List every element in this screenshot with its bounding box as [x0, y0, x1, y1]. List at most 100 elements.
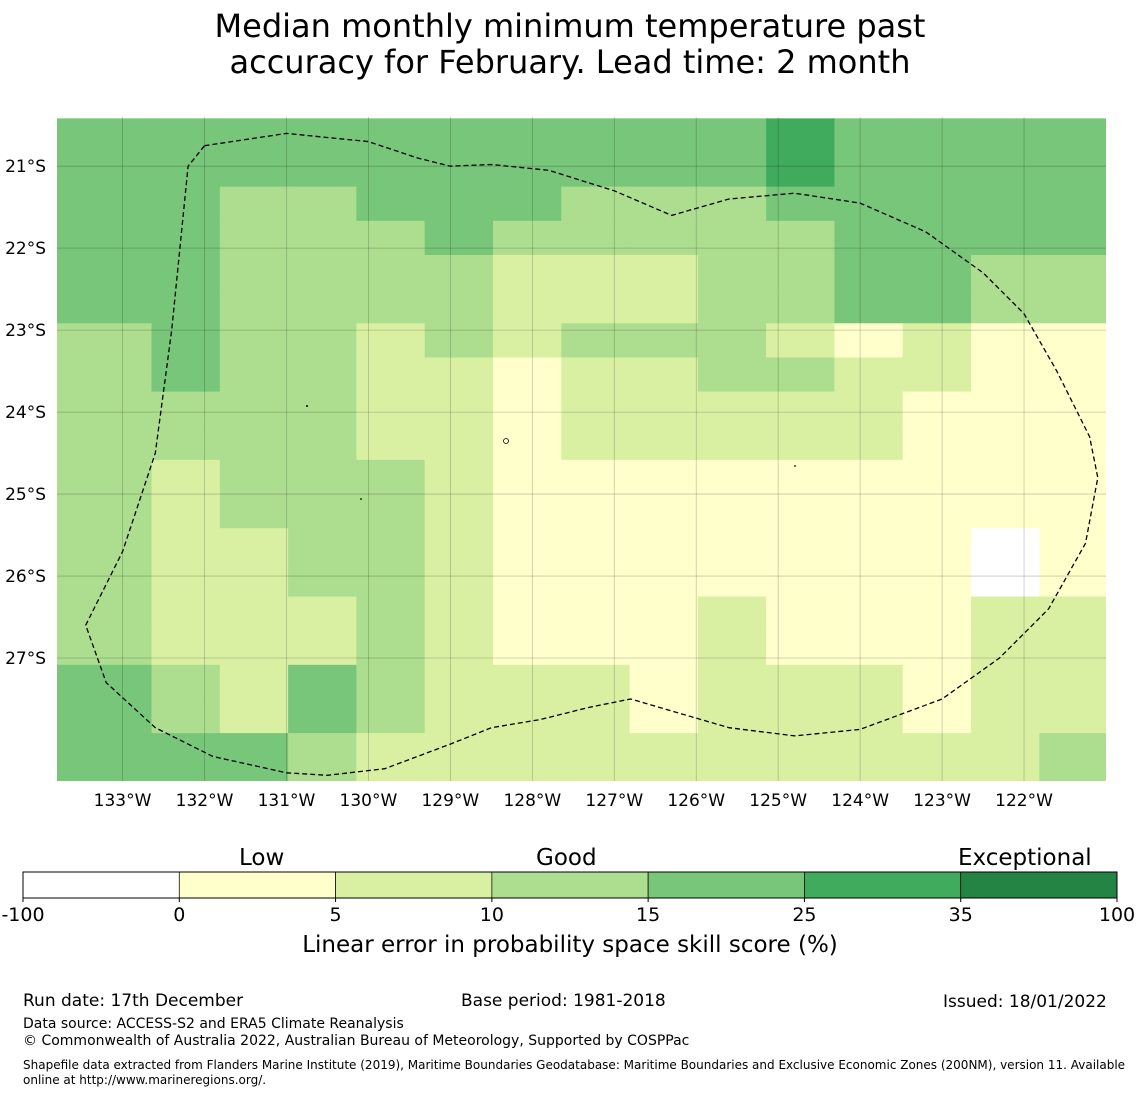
- y-tick-label: 25°S: [5, 485, 46, 505]
- heatmap-cell: [356, 152, 426, 188]
- heatmap-cell: [834, 254, 904, 290]
- heatmap-cell: [697, 152, 767, 188]
- heatmap-cell: [492, 254, 562, 290]
- heatmap-cell: [151, 254, 221, 290]
- heatmap-cell: [971, 425, 1040, 461]
- colorbar-segment: [491, 871, 649, 899]
- heatmap-cell: [697, 425, 767, 461]
- heatmap-cell: [902, 562, 972, 598]
- island-mark: [503, 438, 509, 444]
- heatmap-cell: [1039, 733, 1106, 768]
- heatmap-cell: [151, 767, 221, 781]
- heatmap-cell: [1108, 426, 1140, 461]
- y-tick-label: 23°S: [5, 321, 46, 341]
- shapefile-note: Shapefile data extracted from Flanders M…: [23, 1058, 1126, 1087]
- heatmap-cell: [561, 152, 631, 188]
- heatmap-cell: [1108, 187, 1140, 222]
- heatmap-cell: [57, 459, 153, 495]
- heatmap-cell: [57, 220, 153, 256]
- heatmap-cell: [971, 289, 1040, 324]
- heatmap-cell: [288, 459, 357, 495]
- heatmap-cell: [561, 494, 631, 529]
- heatmap-cell: [151, 596, 221, 632]
- heatmap-cell: [219, 254, 289, 290]
- heatmap-cell: [971, 767, 1040, 781]
- heatmap-cell: [356, 186, 426, 222]
- heatmap-cell: [834, 118, 904, 154]
- heatmap-cell: [288, 289, 357, 324]
- colorbar-label-good: Good: [536, 845, 597, 871]
- heatmap-cell: [834, 391, 904, 427]
- colorbar-tick-label: 0: [173, 904, 185, 926]
- heatmap-cell: [219, 562, 289, 598]
- heatmap-cell: [492, 391, 562, 427]
- heatmap-cell: [356, 323, 426, 359]
- heatmap-cell: [288, 220, 357, 256]
- heatmap-cell: [1039, 562, 1106, 598]
- heatmap-cell: [629, 357, 699, 393]
- heatmap-cell: [834, 528, 904, 563]
- heatmap-cell: [766, 630, 836, 666]
- heatmap-cell: [697, 289, 767, 324]
- heatmap-cell: [288, 186, 357, 222]
- heatmap-cell: [629, 733, 699, 768]
- heatmap-cell: [219, 289, 289, 324]
- heatmap-cell: [288, 698, 357, 734]
- heatmap-cell: [424, 733, 494, 768]
- heatmap-cell: [356, 562, 426, 598]
- heatmap-cell: [151, 664, 221, 700]
- heatmap-cell: [971, 391, 1040, 427]
- heatmap-cell: [902, 528, 972, 563]
- heatmap-cell: [57, 528, 153, 563]
- x-tick-label: 129°W: [421, 791, 479, 811]
- heatmap-cell: [1039, 494, 1106, 529]
- heatmap-cell: [629, 289, 699, 324]
- heatmap-cell: [902, 664, 972, 700]
- heatmap-cell: [1108, 562, 1140, 597]
- heatmap-cell: [425, 836, 494, 871]
- colorbar-segment: [22, 871, 180, 899]
- heatmap-cell: [492, 494, 562, 529]
- heatmap-cell: [492, 186, 562, 222]
- heatmap-cell: [219, 118, 289, 154]
- heatmap-cells: [57, 118, 1140, 871]
- heatmap-cell: [1108, 221, 1140, 256]
- heatmap-cell: [629, 698, 699, 734]
- heatmap-cell: [766, 152, 836, 188]
- heatmap-cell: [151, 562, 221, 598]
- heatmap-cell: [971, 459, 1040, 495]
- heatmap-cell: [151, 459, 221, 495]
- heatmap-cell: [697, 596, 767, 632]
- heatmap-cell: [834, 357, 904, 393]
- heatmap-cell: [288, 562, 357, 598]
- heatmap-cell: [356, 733, 426, 768]
- heatmap-cell: [561, 767, 631, 781]
- colorbar-frame: [22, 871, 1118, 899]
- x-tick-label: 128°W: [503, 791, 561, 811]
- heatmap-cell: [492, 425, 562, 461]
- heatmap-cell: [424, 528, 494, 563]
- heatmap-cell: [834, 323, 904, 359]
- heatmap-cell: [971, 152, 1040, 188]
- heatmap-cell: [1108, 118, 1140, 153]
- heatmap-cell: [356, 630, 426, 666]
- heatmap-cell: [57, 425, 153, 461]
- heatmap-cell: [697, 494, 767, 529]
- heatmap-cell: [424, 391, 494, 427]
- heatmap-cell: [356, 357, 426, 393]
- colorbar: -100 0 5 10 15 25 35 100: [1, 871, 1135, 926]
- heatmap-cell: [766, 289, 836, 324]
- heatmap-cell: [902, 459, 972, 495]
- island-mark: [794, 465, 796, 467]
- colorbar-segment: [178, 871, 336, 899]
- skill-map: 133°W 132°W 131°W 130°W 129°W 128°W 127°W 126°W…: [1, 117, 1140, 926]
- heatmap-cell: [151, 118, 221, 154]
- heatmap-cell: [766, 562, 836, 598]
- heatmap-cell: [1108, 528, 1140, 563]
- heatmap-cell: [697, 186, 767, 222]
- heatmap-cell: [1108, 392, 1140, 427]
- heatmap-cell: [834, 220, 904, 256]
- copyright: © Commonwealth of Australia 2022, Austra…: [23, 1033, 690, 1049]
- heatmap-cell: [57, 186, 153, 222]
- heatmap-cell: [561, 357, 631, 393]
